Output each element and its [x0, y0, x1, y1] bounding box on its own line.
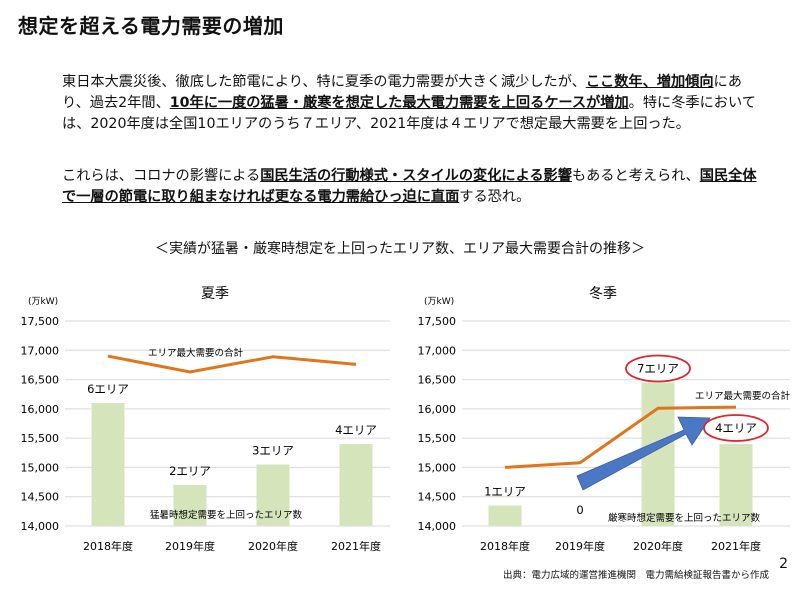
- chart-caption: ＜実績が猛暑・厳寒時想定を上回ったエリア数、エリア最大需要合計の推移＞: [155, 241, 645, 257]
- chart-0-bar: [256, 464, 290, 526]
- chart-0-bar: [339, 444, 373, 526]
- chart-1-highlight-circle: [625, 354, 691, 383]
- chart-0-demand-line: [107, 354, 357, 374]
- trend-arrow: [576, 416, 711, 491]
- chart-0-xtick-label: 2018年度: [83, 539, 133, 553]
- chart-0-bar-series-label: 猛暑時想定需要を上回ったエリア数: [150, 509, 303, 521]
- chart-0-bar-label: 2エリア: [169, 464, 211, 478]
- paragraph1-run-4: 。特に冬季においては、2020年度は全国10エリアのうち７エリア、2021年度は…: [62, 95, 756, 132]
- chart-1-demand-line: [504, 405, 737, 469]
- chart-1-ytick-label: 16,000: [418, 403, 457, 416]
- chart-0-ytick-label: 16,500: [21, 374, 60, 387]
- chart-1-xtick-label: 2021年度: [711, 539, 761, 553]
- chart-0-ytick-label: 15,000: [21, 461, 60, 474]
- chart-1-bar-label: 4エリア: [715, 421, 757, 435]
- chart-0-xtick-label: 2021年度: [331, 539, 381, 553]
- chart-1-ytick-label: 14,500: [418, 491, 457, 504]
- chart-0-unit-label: (万kW): [28, 297, 58, 307]
- chart-1-ytick-label: 14,000: [418, 520, 457, 533]
- chart-1-line-series-label: エリア最大需要の合計: [695, 390, 791, 402]
- chart-0-title: 夏季: [201, 286, 229, 302]
- chart-1-bar-label: 7エリア: [637, 362, 679, 376]
- chart-1-xtick-label: 2019年度: [555, 539, 605, 553]
- paragraph2-run-4: する恐れ。: [459, 189, 531, 205]
- chart-1-bar: [488, 505, 522, 526]
- chart-0-line-series-label: エリア最大需要の合計: [148, 347, 244, 359]
- page-title: 想定を超える電力需要の増加: [18, 14, 284, 38]
- paragraph-1: 東日本大震災後、徹底した節電により、特に夏季の電力需要が大きく減少したが、ここ数…: [62, 72, 762, 135]
- chart-1-ytick-label: 15,500: [418, 432, 457, 445]
- paragraph2-run-1: 国民生活の行動様式・スタイルの変化による影響: [260, 168, 572, 184]
- chart-1-ytick-label: 17,500: [418, 315, 457, 328]
- chart-0-ytick-label: 16,000: [21, 403, 60, 416]
- chart-0-ytick-label: 15,500: [21, 432, 60, 445]
- source-note: 出典：電力広域的運営推進機関 電力需給検証報告書から作成: [503, 570, 770, 581]
- chart-0-ytick-label: 14,000: [21, 520, 60, 533]
- chart-1-bar: [719, 444, 753, 526]
- chart-0-xtick-label: 2019年度: [165, 539, 215, 553]
- chart-1-unit-label: (万kW): [424, 297, 454, 307]
- chart-1-xtick-label: 2018年度: [480, 539, 530, 553]
- chart-1-xtick-label: 2020年度: [633, 539, 683, 553]
- paragraph1-run-0: 東日本大震災後、徹底した節電により、特に夏季の電力需要が大きく減少したが、: [62, 74, 586, 90]
- paragraph1-run-1: ここ数年、増加傾向: [585, 74, 714, 90]
- chart-1-highlight-circle: [703, 414, 769, 442]
- chart-0-bar: [173, 485, 207, 526]
- paragraph2-run-2: もあると考えられ、: [571, 168, 700, 184]
- chart-0-bar-label: 6エリア: [87, 382, 129, 396]
- chart-1-ytick-label: 15,000: [418, 461, 457, 474]
- paragraph2-run-3: 国民全体で一層の節電に取り組まなければ更なる電力需給ひっ迫に直面: [62, 168, 757, 205]
- chart-0-ytick-label: 14,500: [21, 491, 60, 504]
- chart-0-xtick-label: 2020年度: [248, 539, 298, 553]
- chart-1-ytick-label: 16,500: [418, 374, 457, 387]
- chart-1-bar-label: 0: [576, 503, 583, 517]
- chart-0-ytick-label: 17,000: [21, 344, 60, 357]
- chart-1-ytick-label: 17,000: [418, 344, 457, 357]
- paragraph1-run-3: 10年に一度の猛暑・厳寒を想定した最大電力需要を上回るケースが増加: [169, 95, 629, 111]
- chart-1-bar-series-label: 厳寒時想定需要を上回ったエリア数: [608, 512, 761, 524]
- chart-0-bar: [91, 403, 125, 526]
- chart-0-bar-label: 4エリア: [335, 423, 377, 437]
- chart-0-bar-label: 3エリア: [252, 444, 294, 458]
- paragraph1-run-2: にあり、過去2年間、: [62, 74, 742, 111]
- chart-0-ytick-label: 17,500: [21, 315, 60, 328]
- paragraph-2: これらは、コロナの影響による国民生活の行動様式・スタイルの変化による影響もあると…: [62, 166, 762, 208]
- chart-1-title: 冬季: [589, 286, 617, 302]
- paragraph2-run-0: これらは、コロナの影響による: [62, 168, 261, 184]
- page-number: 2: [779, 556, 788, 572]
- chart-1-bar-label: 1エリア: [484, 485, 526, 499]
